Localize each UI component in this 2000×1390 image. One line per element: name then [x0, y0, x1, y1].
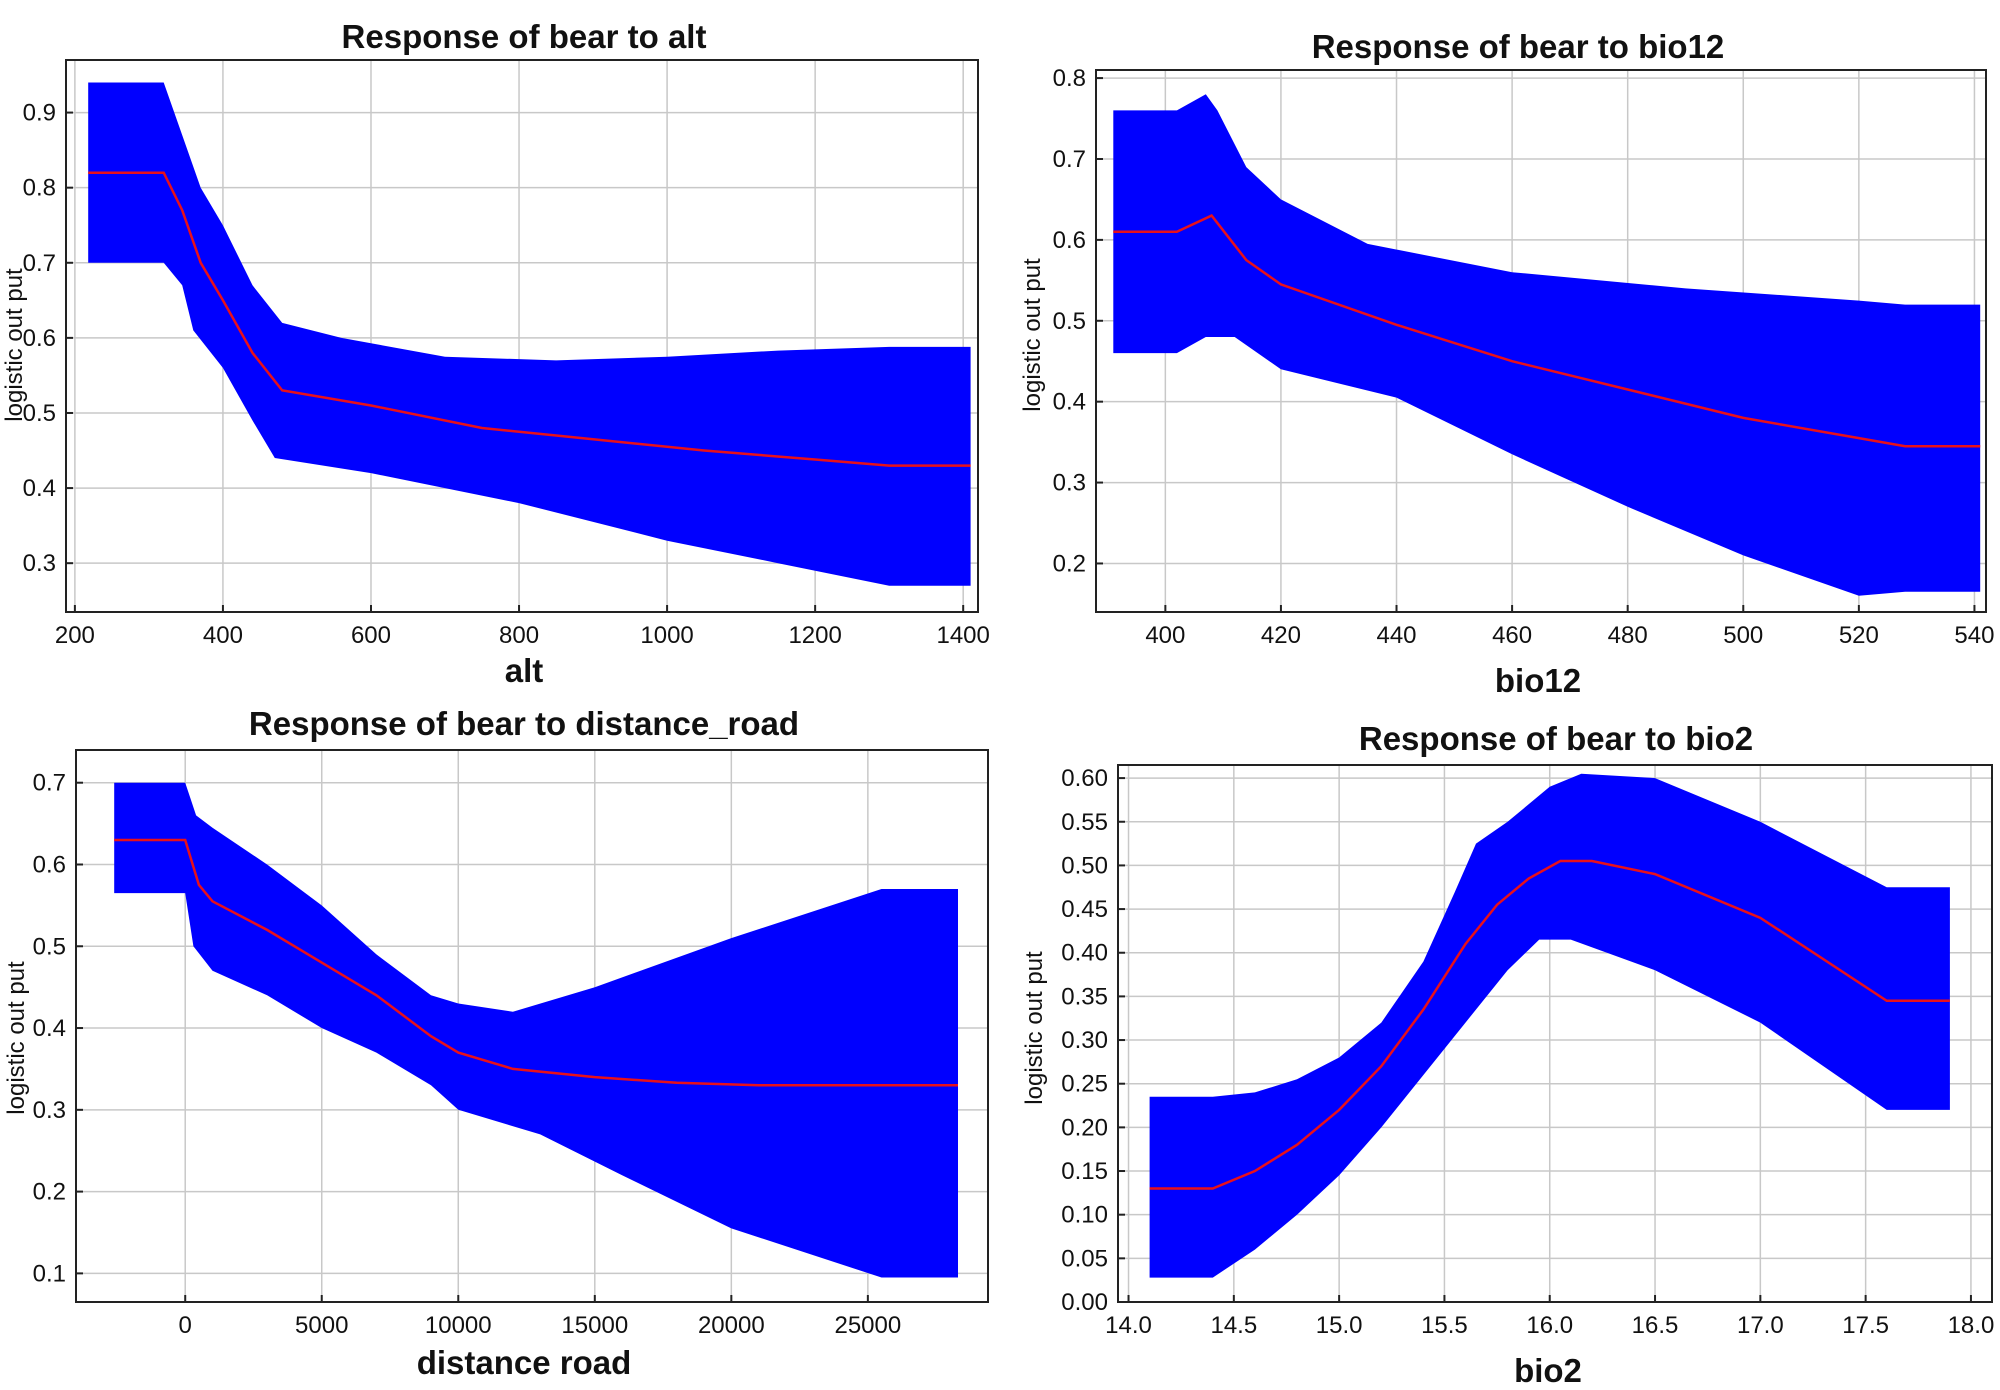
x-tick-label: 200: [55, 622, 95, 649]
y-tick-label: 0.9: [23, 100, 56, 127]
plot-frame: [1117, 764, 1993, 1303]
mean-response-line: [114, 838, 958, 1087]
y-tick-label: 0.15: [1061, 1158, 1108, 1185]
x-tick-label: 25000: [834, 1312, 901, 1339]
y-tick-label: 0.8: [1053, 65, 1086, 92]
x-tick-label: 17.0: [1737, 1312, 1784, 1339]
y-tick-label: 0.40: [1061, 940, 1108, 967]
y-tick-label: 0.4: [1053, 389, 1086, 416]
confidence-band: [1149, 773, 1950, 1278]
chart-title: Response of bear to alt: [342, 18, 707, 55]
x-tick-label: 460: [1492, 622, 1532, 649]
plot-frame: [75, 749, 989, 1303]
y-tick-label: 0.20: [1061, 1114, 1108, 1141]
confidence-band: [1113, 94, 1981, 596]
x-tick-label: 15.5: [1421, 1312, 1468, 1339]
y-tick-label: 0.2: [33, 1179, 66, 1206]
x-tick-label: 1000: [640, 622, 693, 649]
y-tick-label: 0.7: [1053, 146, 1086, 173]
confidence-band: [114, 782, 958, 1278]
mean-response-line: [88, 171, 971, 467]
x-axis-label: bio2: [1514, 1352, 1582, 1389]
x-tick-label: 600: [351, 622, 391, 649]
x-tick-label: 400: [1145, 622, 1185, 649]
x-tick-label: 10000: [425, 1312, 492, 1339]
plot-frame: [65, 59, 979, 613]
x-tick-label: 15.0: [1316, 1312, 1363, 1339]
x-tick-label: 480: [1608, 622, 1648, 649]
chart-title: Response of bear to bio12: [1312, 28, 1725, 65]
panel-bio12: Response of bear to bio12 400 420 440 460 48…: [1019, 28, 1994, 699]
y-tick-label: 0.5: [23, 400, 56, 427]
x-tick-label: 14.5: [1210, 1312, 1257, 1339]
panel-bio2: Response of bear to bio2 14.0 14.5 15.0 15.…: [1021, 720, 1994, 1389]
x-axis-label: alt: [505, 652, 544, 689]
x-tick-label: 800: [499, 622, 539, 649]
y-tick-label: 0.2: [1053, 550, 1086, 577]
y-tick-label: 0.50: [1061, 852, 1108, 879]
x-tick-label: 20000: [698, 1312, 765, 1339]
x-tick-label: 520: [1839, 622, 1879, 649]
y-tick-label: 0.55: [1061, 809, 1108, 836]
y-tick-label: 0.3: [23, 550, 56, 577]
x-axis-label: distance road: [417, 1344, 632, 1381]
chart-title: Response of bear to distance_road: [249, 705, 799, 742]
y-tick-label: 0.4: [23, 475, 56, 502]
y-axis-label: logistic out put: [1021, 951, 1048, 1105]
chart-title: Response of bear to bio2: [1359, 720, 1753, 757]
y-tick-label: 0.35: [1061, 983, 1108, 1010]
x-tick-label: 1400: [936, 622, 989, 649]
y-tick-label: 0.4: [33, 1015, 66, 1042]
x-tick-label: 16.5: [1632, 1312, 1679, 1339]
x-tick-label: 400: [203, 622, 243, 649]
y-tick-label: 0.30: [1061, 1027, 1108, 1054]
x-tick-label: 0: [179, 1312, 192, 1339]
y-tick-label: 0.60: [1061, 765, 1108, 792]
panel-alt: Response of bear to alt 200 400 600 800 1000…: [1, 18, 990, 689]
mean-response-line: [1149, 859, 1950, 1190]
mean-response-line: [1113, 214, 1981, 448]
y-tick-label: 0.00: [1061, 1289, 1108, 1316]
x-tick-label: 18.0: [1948, 1312, 1995, 1339]
y-tick-label: 0.8: [23, 175, 56, 202]
y-axis-label: logistic out put: [3, 961, 30, 1115]
y-tick-label: 0.5: [1053, 308, 1086, 335]
y-tick-label: 0.25: [1061, 1071, 1108, 1098]
y-tick-label: 0.5: [33, 933, 66, 960]
y-tick-label: 0.1: [33, 1260, 66, 1287]
x-tick-label: 540: [1954, 622, 1994, 649]
confidence-band: [88, 82, 971, 586]
x-tick-label: 440: [1376, 622, 1416, 649]
y-tick-label: 0.3: [1053, 470, 1086, 497]
y-tick-label: 0.05: [1061, 1245, 1108, 1272]
y-tick-label: 0.7: [33, 770, 66, 797]
panel-distance-road: Response of bear to distance_road 0 5000 1…: [3, 705, 989, 1381]
x-tick-label: 17.5: [1842, 1312, 1889, 1339]
y-tick-label: 0.3: [33, 1097, 66, 1124]
x-tick-label: 1200: [788, 622, 841, 649]
y-axis-label: logistic out put: [1, 268, 28, 422]
x-tick-label: 14.0: [1105, 1312, 1152, 1339]
plot-frame: [1095, 69, 1987, 613]
x-axis-label: bio12: [1495, 662, 1581, 699]
y-tick-label: 0.7: [23, 250, 56, 277]
x-tick-label: 420: [1261, 622, 1301, 649]
y-tick-label: 0.6: [33, 851, 66, 878]
y-tick-label: 0.6: [23, 325, 56, 352]
y-tick-label: 0.45: [1061, 896, 1108, 923]
x-tick-label: 15000: [561, 1312, 628, 1339]
y-tick-label: 0.10: [1061, 1202, 1108, 1229]
y-tick-label: 0.6: [1053, 227, 1086, 254]
x-tick-label: 500: [1723, 622, 1763, 649]
x-tick-label: 16.0: [1526, 1312, 1573, 1339]
y-axis-label: logistic out put: [1019, 258, 1046, 412]
x-tick-label: 5000: [295, 1312, 348, 1339]
